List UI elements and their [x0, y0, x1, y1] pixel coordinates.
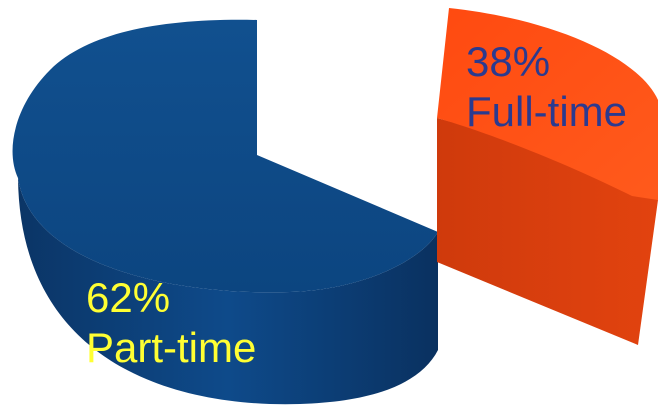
part-time-category-label: Part-time [86, 324, 256, 371]
full-time-category-label: Full-time [466, 88, 627, 135]
full-time-percent-label: 38% [466, 38, 550, 85]
slice-part-time [12, 19, 439, 405]
slice-part-time-side [18, 178, 438, 405]
slice-full-time [437, 8, 658, 345]
slice-full-time-top [437, 8, 658, 200]
slice-part-time-top [12, 19, 439, 293]
part-time-percent-label: 62% [86, 274, 170, 321]
